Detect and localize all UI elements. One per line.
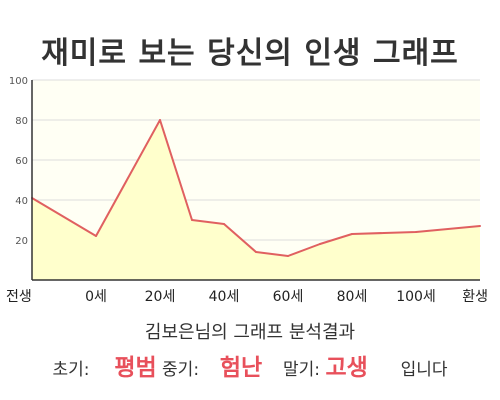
data-point: [287, 255, 289, 257]
x-tick-label: 40세: [209, 289, 240, 305]
y-tick-label: 20: [15, 236, 28, 247]
late-value: 고생: [325, 355, 368, 381]
result-suffix: 입니다: [400, 360, 448, 380]
data-point: [159, 119, 161, 121]
early-value: 평범: [114, 355, 157, 381]
chart-title: 재미로 보는 당신의 인생 그래프: [41, 36, 459, 71]
x-tick-label: 100세: [396, 289, 436, 305]
middle-value: 험난: [219, 355, 263, 381]
series-line: [31, 119, 481, 257]
data-point: [191, 219, 193, 221]
y-tick-label: 100: [9, 76, 28, 87]
data-point: [95, 235, 97, 237]
data-point: [223, 223, 225, 225]
area-fill: [32, 120, 480, 280]
data-point: [415, 231, 417, 233]
data-point: [383, 232, 385, 234]
x-tick-label: 80세: [337, 289, 368, 305]
early-label: 초기:: [52, 360, 90, 380]
data-point: [319, 243, 321, 245]
x-tick-label: 0세: [85, 289, 107, 305]
analysis-heading: 김보은님의 그래프 분석결과: [144, 322, 356, 343]
data-point: [351, 233, 353, 235]
analysis-result: 초기: 평범 중기: 험난 말기: 고생 입니다: [0, 348, 500, 382]
y-tick-label: 80: [15, 116, 28, 127]
data-point: [479, 225, 481, 227]
x-tick-label: 환생: [462, 289, 488, 305]
middle-label: 중기:: [162, 360, 200, 380]
life-graph-chart: 20 40 60 80 100 전생 0세 20세 40세 60세 80세 100세 환생: [6, 76, 488, 305]
y-tick-label: 40: [15, 196, 28, 207]
late-label: 말기:: [283, 360, 321, 380]
x-tick-label: 60세: [273, 289, 304, 305]
x-tick-label: 20세: [145, 289, 176, 305]
x-tick-label: 전생: [6, 289, 32, 305]
data-point: [255, 251, 257, 253]
y-tick-label: 60: [15, 156, 28, 167]
